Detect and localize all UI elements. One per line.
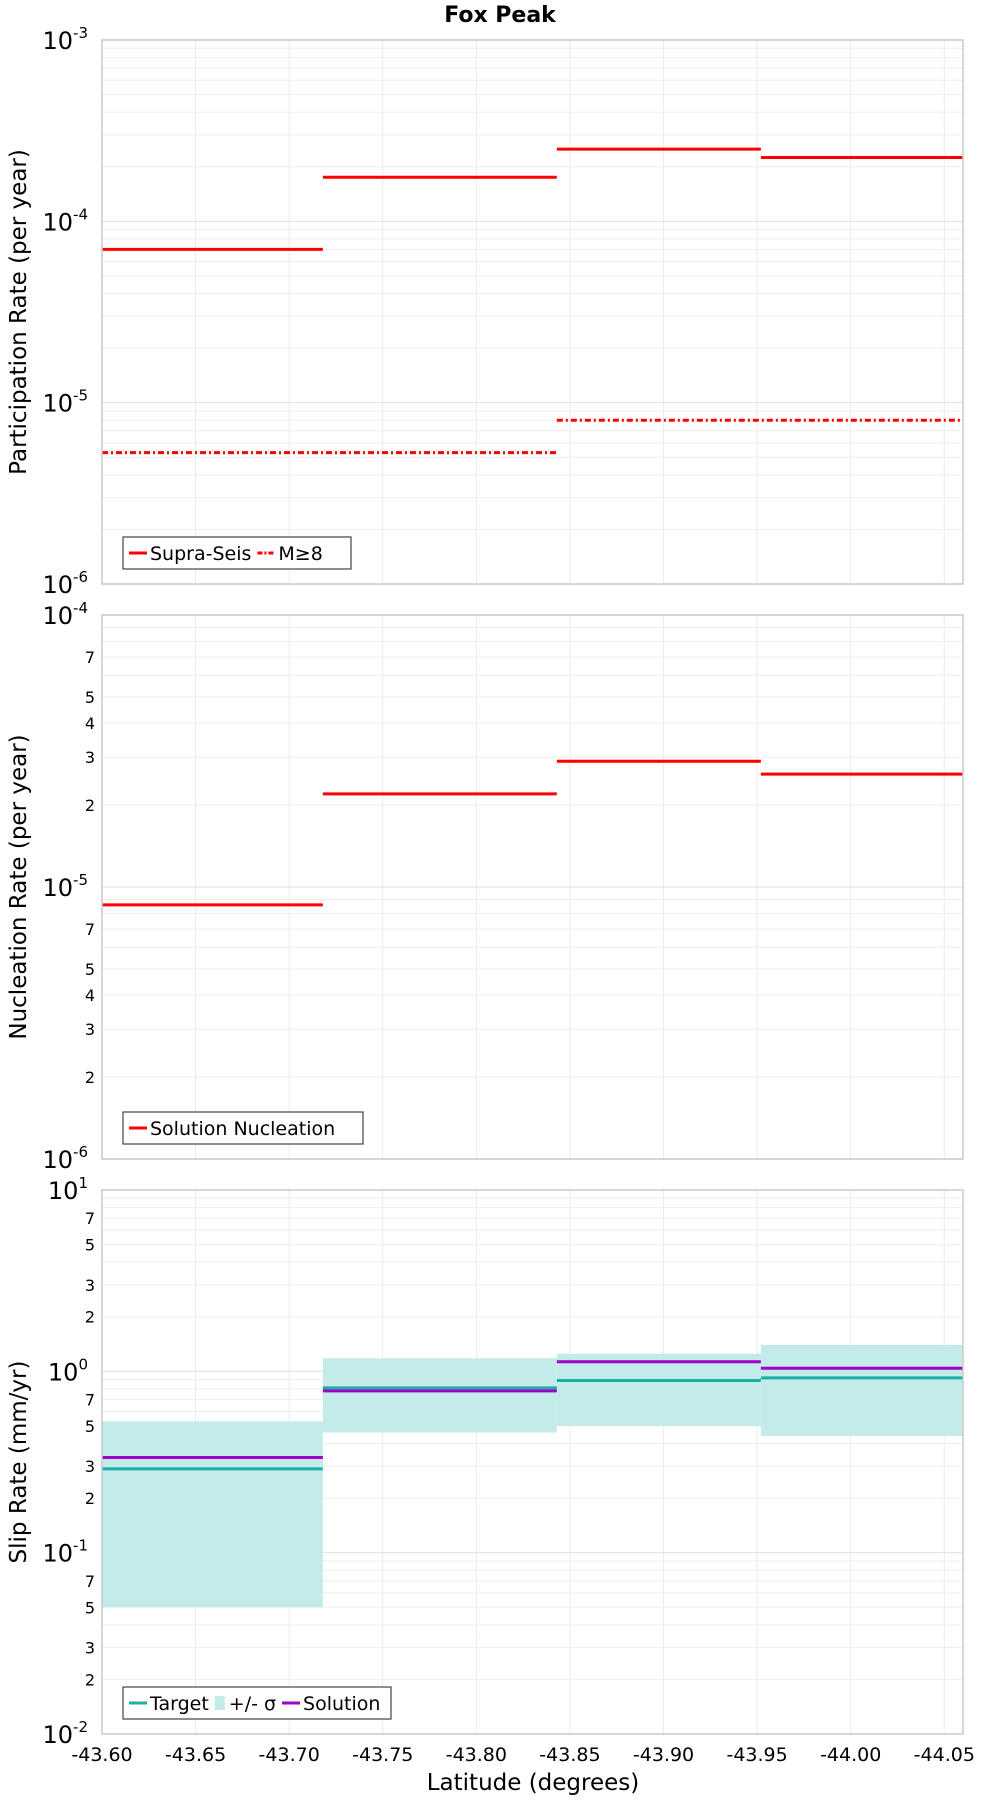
legend-box	[122, 536, 352, 570]
y-tick-label: 10-5	[42, 871, 88, 902]
x-tick-label: -44.00	[820, 1744, 881, 1766]
chart-title: Fox Peak	[444, 3, 557, 28]
legend-label: Target	[149, 1693, 209, 1715]
y-tick-label: 10-6	[42, 1143, 88, 1174]
y-tick-label: 10-3	[42, 24, 88, 55]
x-tick-label: -43.75	[352, 1744, 413, 1766]
y-tick-label: 3	[85, 1638, 95, 1657]
band-segment	[760, 1344, 963, 1436]
x-tick-label: -43.65	[165, 1744, 226, 1766]
y-tick-label: 100	[48, 1355, 88, 1386]
chart-panel-2: 10-6 2 3 4 5 7 10-5 2 3 4 5 7 10-4 Nucleation Rate (p…	[6, 599, 964, 1174]
y-tick-label: 7	[85, 1572, 95, 1591]
grid	[101, 615, 963, 1160]
x-ticks: -43.60 -43.65 -43.70 -43.75 -43.80 -43.85 -43.…	[71, 1744, 975, 1766]
y-ticks: 10-6 2 3 4 5 7 10-5 2 3 4 5 7 10-4	[42, 599, 95, 1174]
y-tick-label: 2	[85, 1308, 95, 1327]
x-tick-label: -43.60	[71, 1744, 132, 1766]
plot-frame	[101, 614, 964, 1160]
y-ticks: 10-6 10-5 10-4 10-3	[42, 24, 88, 599]
series-supra-seis	[102, 147, 963, 251]
x-tick-label: -43.80	[446, 1744, 507, 1766]
y-tick-label: 10-4	[42, 205, 88, 236]
x-tick-label: -44.05	[914, 1744, 975, 1766]
y-tick-label: 3	[85, 1457, 95, 1476]
y-tick-label: 3	[85, 1020, 95, 1039]
y-tick-label: 5	[85, 1236, 95, 1255]
y-axis-label: Participation Rate (per year)	[6, 149, 32, 475]
y-tick-label: 4	[85, 714, 95, 733]
y-tick-label: 3	[85, 1276, 95, 1295]
band-segment	[322, 1358, 557, 1433]
x-tick-label: -43.70	[259, 1744, 320, 1766]
legend-label: M≥8	[278, 543, 322, 565]
y-tick-label: 101	[48, 1174, 88, 1205]
y-tick-label: 4	[85, 986, 95, 1005]
series-target	[102, 1376, 963, 1471]
legend-label: Solution Nucleation	[150, 1118, 335, 1140]
chart-panel-1: 10-6 10-5 10-4 10-3 Participation Rate (per …	[6, 24, 964, 599]
y-tick-label: 3	[85, 748, 95, 767]
plot-frame	[101, 39, 964, 585]
y-tick-label: 5	[85, 1598, 95, 1617]
y-tick-label: 10-4	[42, 599, 88, 630]
y-tick-label: 10-6	[42, 568, 88, 599]
band-sigma	[102, 1344, 963, 1608]
band-segment	[556, 1353, 761, 1426]
y-axis-label: Slip Rate (mm/yr)	[6, 1361, 32, 1564]
y-tick-label: 2	[85, 796, 95, 815]
y-tick-label: 7	[85, 920, 95, 939]
y-tick-label: 10-1	[42, 1537, 88, 1568]
x-tick-label: -43.90	[633, 1744, 694, 1766]
legend-label: Solution	[303, 1693, 380, 1715]
y-tick-label: 10-5	[42, 387, 88, 418]
legend-swatch	[214, 1696, 225, 1710]
y-axis-label: Nucleation Rate (per year)	[6, 734, 32, 1039]
legend: Supra-Seis M≥8	[122, 536, 352, 570]
legend: Target +/- σ Solution	[122, 1686, 392, 1720]
y-tick-label: 5	[85, 960, 95, 979]
band-segment	[102, 1421, 323, 1608]
series-solution	[102, 1360, 963, 1459]
y-tick-label: 2	[85, 1670, 95, 1689]
y-tick-label: 7	[85, 648, 95, 667]
y-tick-label: 2	[85, 1068, 95, 1087]
y-tick-label: 5	[85, 1417, 95, 1436]
y-tick-label: 7	[85, 1390, 95, 1409]
plot-frame	[101, 1189, 964, 1735]
legend: Solution Nucleation	[122, 1111, 364, 1145]
legend-label: +/- σ	[229, 1693, 276, 1715]
chart-panels: 10-6 10-5 10-4 10-3 Participation Rate (per …	[6, 24, 975, 1766]
series-solution-nucleation	[102, 759, 963, 907]
series-m-8	[102, 418, 963, 455]
legend-box	[122, 1686, 392, 1720]
plot-area	[102, 40, 963, 584]
y-tick-label: 2	[85, 1489, 95, 1508]
y-tick-label: 5	[85, 688, 95, 707]
y-tick-label: 7	[85, 1209, 95, 1228]
x-tick-label: -43.85	[539, 1744, 600, 1766]
x-axis-label: Latitude (degrees)	[427, 1770, 640, 1796]
legend-box	[122, 1111, 364, 1145]
grid	[101, 40, 963, 585]
x-tick-label: -43.95	[726, 1744, 787, 1766]
legend-label: Supra-Seis	[150, 543, 251, 565]
